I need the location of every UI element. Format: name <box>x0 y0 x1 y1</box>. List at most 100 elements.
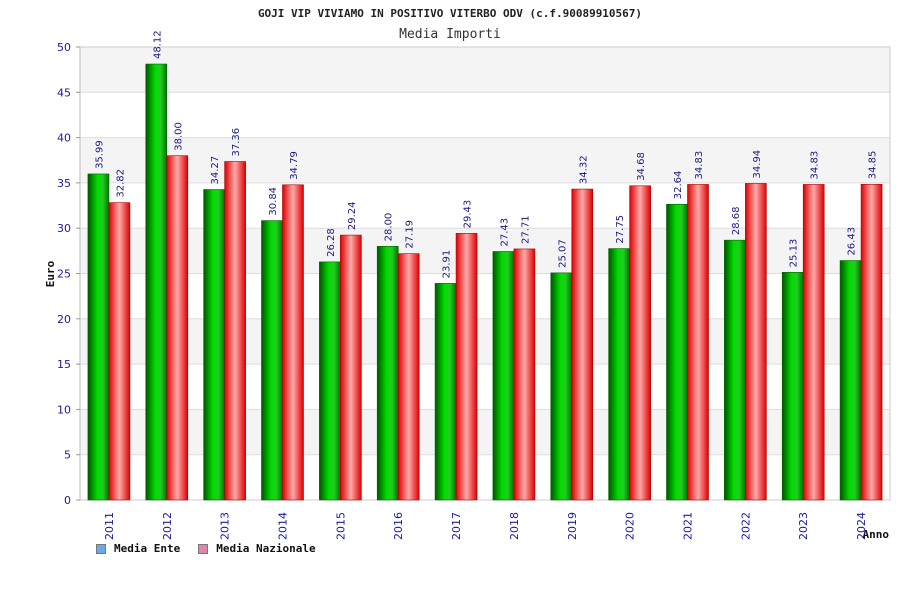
data-label: 25.13 <box>789 239 800 268</box>
y-tick-label: 50 <box>57 41 71 54</box>
plot-band <box>80 273 890 319</box>
bar-media-nazionale <box>802 184 825 501</box>
plot-band <box>80 92 890 138</box>
legend-label-nazionale: Media Nazionale <box>216 542 316 555</box>
bar-media-nazionale <box>108 202 131 501</box>
bar-media-ente <box>492 251 515 501</box>
bar-media-nazionale <box>629 185 651 501</box>
x-tick-label: 2017 <box>450 512 463 540</box>
legend-item-nazionale: Media Nazionale <box>198 542 316 555</box>
y-axis: 0 5 10 15 20 25 30 35 40 45 50 <box>57 41 80 507</box>
data-label: 29.24 <box>347 201 358 230</box>
bar-media-nazionale <box>513 248 536 501</box>
data-label: 37.36 <box>231 128 242 157</box>
bar-media-ente <box>203 189 225 501</box>
data-label: 26.28 <box>326 228 337 257</box>
y-tick-label: 20 <box>57 313 71 326</box>
bar-media-nazionale <box>745 183 767 501</box>
y-tick-label: 5 <box>64 449 71 462</box>
data-label: 26.43 <box>847 227 858 256</box>
data-label: 34.79 <box>289 151 300 180</box>
plot-band <box>80 47 890 93</box>
bar-media-ente <box>376 246 399 501</box>
data-label: 27.19 <box>405 220 416 249</box>
data-label: 34.27 <box>210 156 221 185</box>
data-label: 34.83 <box>694 151 705 180</box>
legend: Media Ente Media Nazionale <box>96 542 316 555</box>
y-tick-label: 45 <box>57 86 71 99</box>
bar-media-nazionale <box>397 253 420 501</box>
x-tick-label: 2022 <box>739 512 752 540</box>
y-tick-label: 40 <box>57 132 71 145</box>
bar-media-nazionale <box>224 161 246 501</box>
legend-item-ente: Media Ente <box>96 542 180 555</box>
bar-media-nazionale <box>455 233 478 501</box>
bar-media-nazionale <box>340 234 362 501</box>
chart-title: GOJI VIP VIVIAMO IN POSITIVO VITERBO ODV… <box>258 7 642 20</box>
bar-media-nazionale <box>282 184 304 501</box>
data-label: 30.84 <box>268 187 279 216</box>
plot-band <box>80 454 890 500</box>
y-tick-label: 15 <box>57 358 71 371</box>
x-tick-label: 2013 <box>219 512 232 540</box>
bar-media-ente <box>87 173 110 501</box>
plot-band <box>80 318 890 365</box>
y-tick-label: 35 <box>57 177 71 190</box>
data-label: 34.68 <box>636 152 647 181</box>
data-label: 34.85 <box>868 151 879 180</box>
bar-media-nazionale <box>166 155 189 501</box>
bar-media-nazionale <box>860 183 883 501</box>
legend-swatch-ente <box>96 543 106 554</box>
bar-media-ente <box>550 272 573 501</box>
bar-media-ente <box>145 63 168 501</box>
y-tick-label: 30 <box>57 222 71 235</box>
x-tick-label: 2015 <box>334 512 347 540</box>
x-tick-label: 2016 <box>392 512 405 540</box>
y-tick-label: 10 <box>57 403 71 416</box>
bar-media-nazionale <box>687 184 709 501</box>
x-tick-label: 2024 <box>855 512 868 540</box>
bar-media-ente <box>781 272 804 501</box>
data-label: 27.75 <box>615 215 626 244</box>
plot-band <box>80 182 890 229</box>
x-tick-label: 2014 <box>277 512 290 540</box>
data-label: 34.32 <box>578 155 589 184</box>
data-label: 25.07 <box>557 239 568 268</box>
data-label: 35.99 <box>94 140 105 169</box>
bar-media-ente <box>319 261 341 501</box>
data-label: 28.00 <box>384 213 395 242</box>
data-label: 32.64 <box>673 171 684 200</box>
plot-band <box>80 409 890 455</box>
x-tick-label: 2011 <box>103 512 116 540</box>
data-label: 34.94 <box>752 150 763 179</box>
data-label: 29.43 <box>463 200 474 229</box>
data-label: 34.83 <box>810 151 821 180</box>
legend-swatch-nazionale <box>198 543 209 554</box>
data-label: 27.71 <box>520 215 531 244</box>
x-tick-label: 2020 <box>624 512 637 540</box>
plot-band <box>80 228 890 274</box>
chart-subtitle: Media Importi <box>399 27 501 42</box>
bar-media-ente <box>261 220 283 501</box>
bar-media-ente <box>434 283 457 501</box>
legend-label-ente: Media Ente <box>114 542 181 555</box>
x-tick-label: 2018 <box>508 512 521 540</box>
data-label: 27.43 <box>499 218 510 247</box>
data-label: 28.68 <box>731 207 742 236</box>
y-tick-label: 25 <box>57 268 71 281</box>
bars: 35.99 32.82 48.12 38.00 34.27 37.36 30.84 34.79… <box>87 30 883 501</box>
plot-background <box>79 46 891 501</box>
bar-media-ente <box>666 203 688 501</box>
x-axis-label: Anno <box>863 528 890 541</box>
data-label: 32.82 <box>115 169 126 198</box>
x-tick-label: 2021 <box>682 512 695 540</box>
x-tick-label: 2019 <box>566 512 579 540</box>
x-tick-label: 2023 <box>797 512 810 540</box>
bar-media-nazionale <box>571 188 594 501</box>
data-label: 38.00 <box>173 122 184 151</box>
y-tick-label: 0 <box>64 494 71 507</box>
plot-band <box>80 137 890 183</box>
x-tick-label: 2012 <box>161 512 174 540</box>
data-label: 48.12 <box>152 30 163 59</box>
